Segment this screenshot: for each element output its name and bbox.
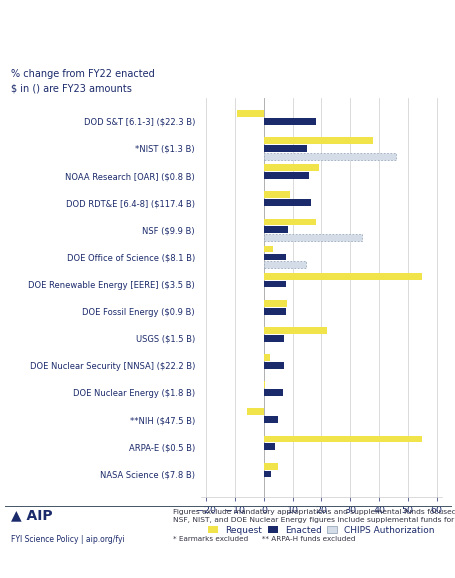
Bar (263, 164, 318, 171)
Text: ▲ AIP: ▲ AIP (11, 509, 53, 523)
Bar (263, 261, 305, 268)
Bar (263, 227, 288, 234)
Bar (263, 335, 283, 342)
Text: FYI Science Policy | aip.org/fyi: FYI Science Policy | aip.org/fyi (11, 535, 125, 544)
Bar (263, 118, 315, 125)
Bar (263, 145, 306, 152)
Bar (263, 354, 269, 361)
Bar (263, 273, 421, 280)
Bar (263, 308, 285, 314)
Text: Selected Science Agencies: Selected Science Agencies (11, 43, 251, 58)
Bar (263, 254, 285, 260)
Bar (263, 218, 315, 225)
Bar (236, 110, 263, 117)
Text: % change from FY22 enacted
$ in () are FY23 amounts: % change from FY22 enacted $ in () are F… (11, 69, 155, 94)
Bar (263, 137, 373, 144)
Bar (263, 327, 327, 334)
Bar (263, 381, 265, 388)
Bar (263, 362, 283, 369)
Bar (263, 416, 278, 423)
Bar (263, 191, 289, 198)
Bar (263, 443, 275, 450)
Bar (263, 281, 285, 287)
Bar (263, 436, 421, 442)
Text: Figures exclude mandatory appropriations and supplemental funds focused on disas: Figures exclude mandatory appropriations… (173, 509, 455, 523)
Legend: Request, Enacted, CHIPS Authorization: Request, Enacted, CHIPS Authorization (204, 522, 437, 539)
Bar (263, 300, 286, 307)
Bar (263, 199, 311, 206)
Bar (263, 463, 278, 469)
Text: FY23 Appropriations:: FY23 Appropriations: (11, 18, 203, 34)
Bar (263, 172, 308, 179)
Bar (263, 234, 361, 241)
Text: * Earmarks excluded      ** ARPA-H funds excluded: * Earmarks excluded ** ARPA-H funds excl… (173, 536, 355, 542)
Bar (263, 389, 282, 396)
Bar (263, 470, 271, 477)
Bar (246, 409, 263, 415)
Bar (263, 153, 395, 160)
Bar (263, 246, 272, 253)
